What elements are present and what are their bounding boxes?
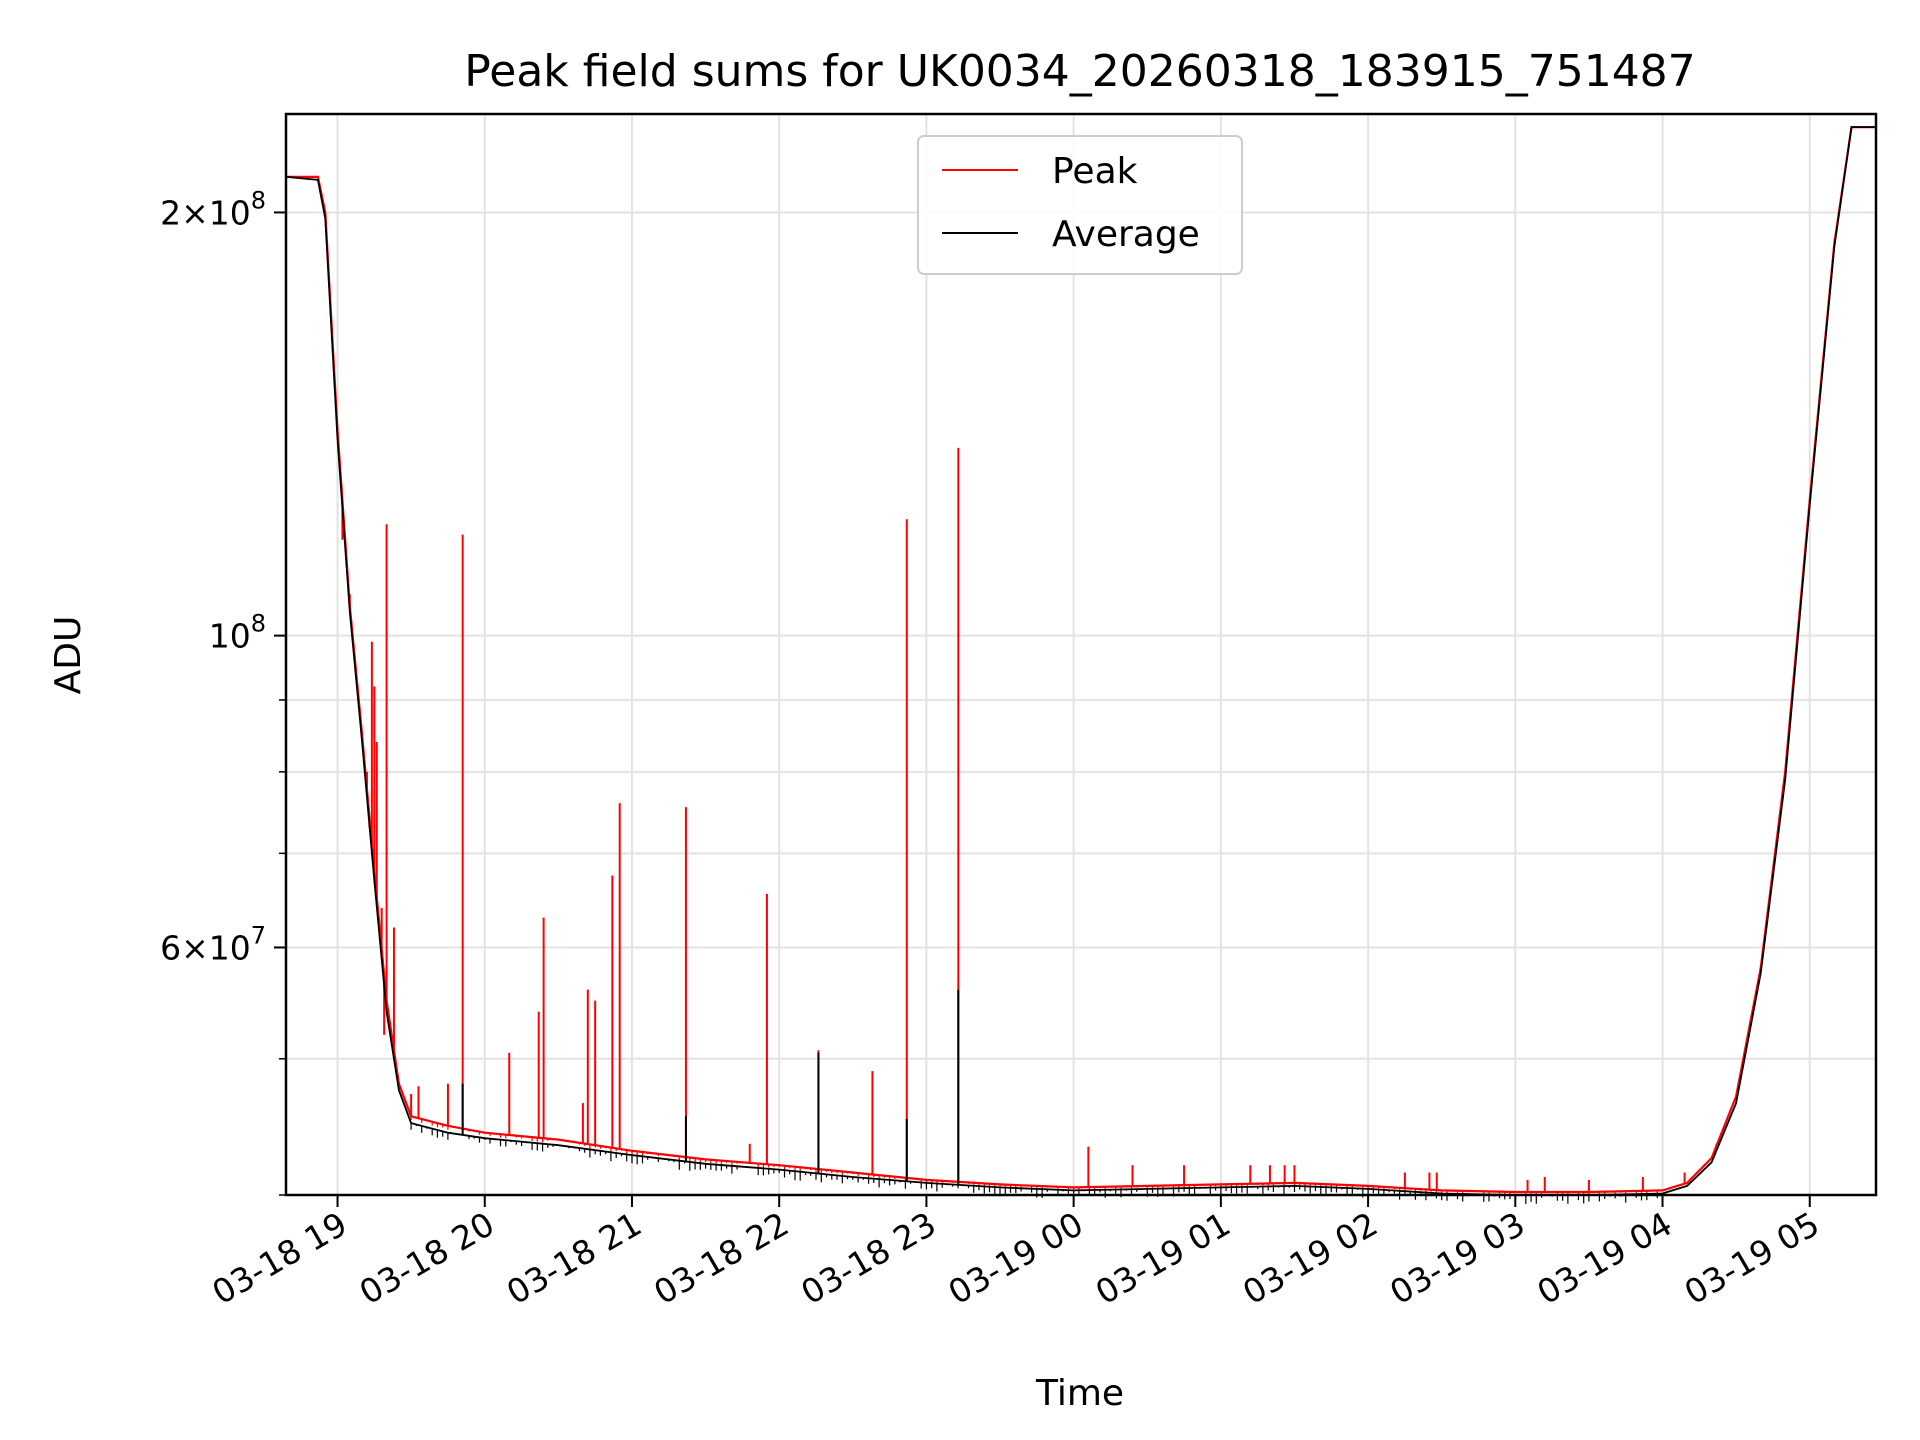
- x-axis-label: Time: [1035, 1373, 1124, 1414]
- legend-label-peak: Peak: [1052, 151, 1138, 192]
- grid: [286, 114, 1876, 1196]
- plot-frame: [284, 112, 1878, 1197]
- legend: Peak Average: [917, 135, 1243, 275]
- y-tick-base: 2×10: [160, 193, 251, 232]
- y-tick-base: 10: [209, 617, 251, 656]
- y-tick-label: 6×107: [160, 921, 266, 967]
- legend-label-average: Average: [1052, 214, 1200, 255]
- series-peak: [286, 126, 1876, 1197]
- y-axis-label: ADU: [48, 616, 89, 695]
- y-tick-base: 6×10: [160, 928, 251, 967]
- y-tick-exponent: 8: [251, 186, 266, 214]
- y-tick-label: 108: [209, 610, 266, 656]
- y-tick-label: 2×108: [160, 186, 266, 232]
- y-tick-exponent: 7: [251, 921, 266, 949]
- chart-title: Peak field sums for UK0034_20260318_1839…: [464, 46, 1695, 97]
- y-tick-exponent: 8: [251, 610, 266, 638]
